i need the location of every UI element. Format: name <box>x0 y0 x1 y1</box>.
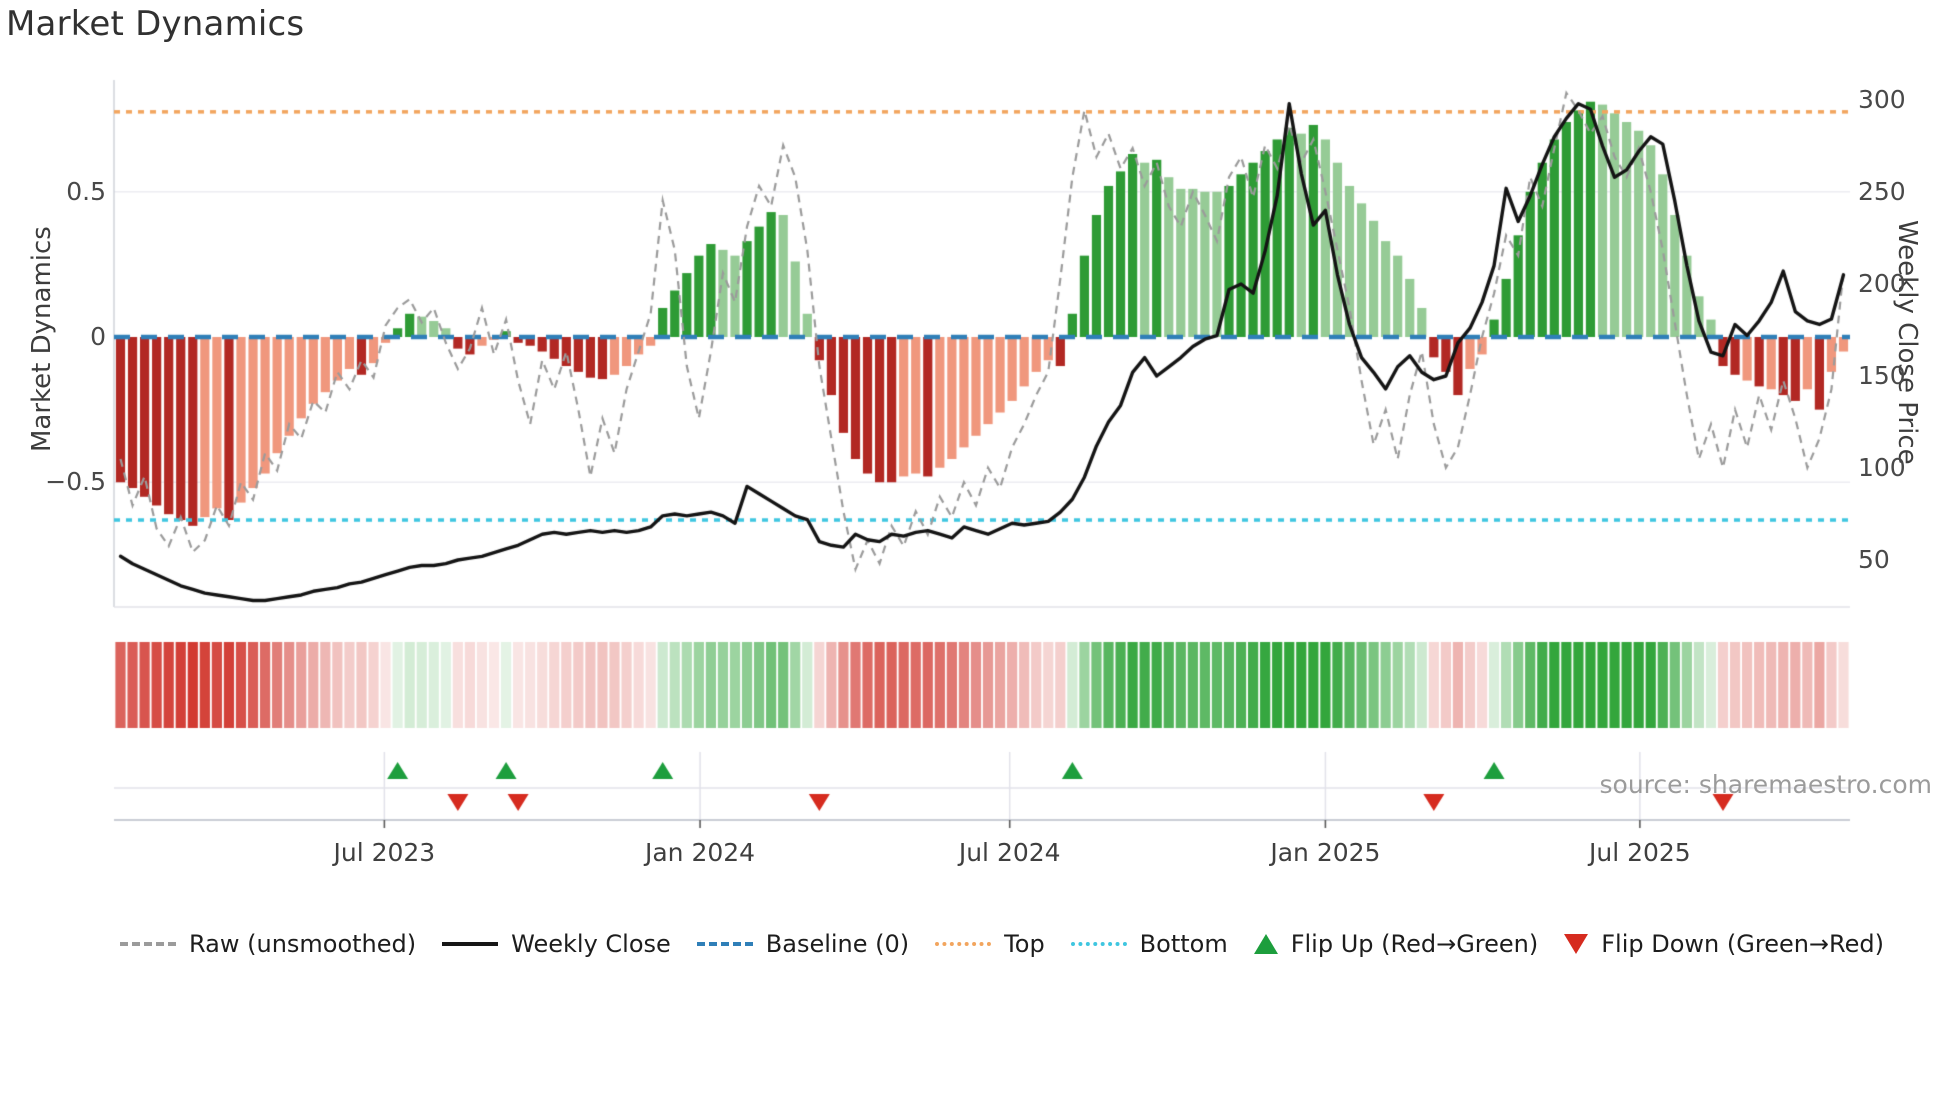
flip-down-triangle-icon <box>1564 934 1589 954</box>
dotted-line-swatch-icon <box>1070 942 1127 946</box>
y-tick-right: 300 <box>1858 85 1906 114</box>
flip-up-triangle-icon <box>1253 934 1278 954</box>
y-tick-right: 50 <box>1858 545 1890 574</box>
y-tick-left: 0.5 <box>66 176 106 206</box>
y-tick-right: 250 <box>1858 177 1906 206</box>
legend-item: Raw (unsmoothed) <box>120 930 416 958</box>
legend-label: Flip Down (Green→Red) <box>1601 930 1884 958</box>
legend-label: Raw (unsmoothed) <box>189 930 417 958</box>
y-tick-left: −0.5 <box>45 467 106 497</box>
y-tick-right: 200 <box>1858 269 1906 298</box>
legend-label: Flip Up (Red→Green) <box>1290 930 1539 958</box>
dashed-line-swatch-icon <box>120 942 176 946</box>
legend-label: Weekly Close <box>511 930 671 958</box>
solid-line-swatch-icon <box>442 942 499 946</box>
x-tick-date: Jan 2025 <box>1270 838 1381 867</box>
x-tick-date: Jul 2024 <box>958 838 1061 867</box>
x-tick-date: Jan 2024 <box>644 838 756 867</box>
legend-label: Baseline (0) <box>765 930 910 958</box>
legend-item: Flip Down (Green→Red) <box>1564 930 1884 958</box>
legend-item: Top <box>935 930 1045 958</box>
dashed-line-swatch-icon <box>696 942 753 946</box>
legend-item: Baseline (0) <box>696 930 910 958</box>
legend-item: Weekly Close <box>442 930 671 958</box>
x-tick-date: Jul 2025 <box>1588 838 1691 867</box>
x-tick-date: Jul 2023 <box>333 838 436 867</box>
legend-label: Top <box>1004 930 1045 958</box>
legend-item: Flip Up (Red→Green) <box>1253 930 1539 958</box>
y-tick-left: 0 <box>90 322 106 351</box>
legend-label: Bottom <box>1139 930 1228 958</box>
y-tick-right: 100 <box>1858 453 1906 482</box>
legend-item: Bottom <box>1070 930 1228 958</box>
source-credit: source: sharemaestro.com <box>1599 770 1933 799</box>
chart-title: Market Dynamics <box>6 4 305 44</box>
dotted-line-swatch-icon <box>935 942 992 946</box>
chart-legend: Raw (unsmoothed) Weekly Close Baseline (0)… <box>120 930 1950 958</box>
y-axis-label-right: Weekly Close Price <box>1892 220 1922 465</box>
y-tick-right: 150 <box>1858 361 1906 390</box>
